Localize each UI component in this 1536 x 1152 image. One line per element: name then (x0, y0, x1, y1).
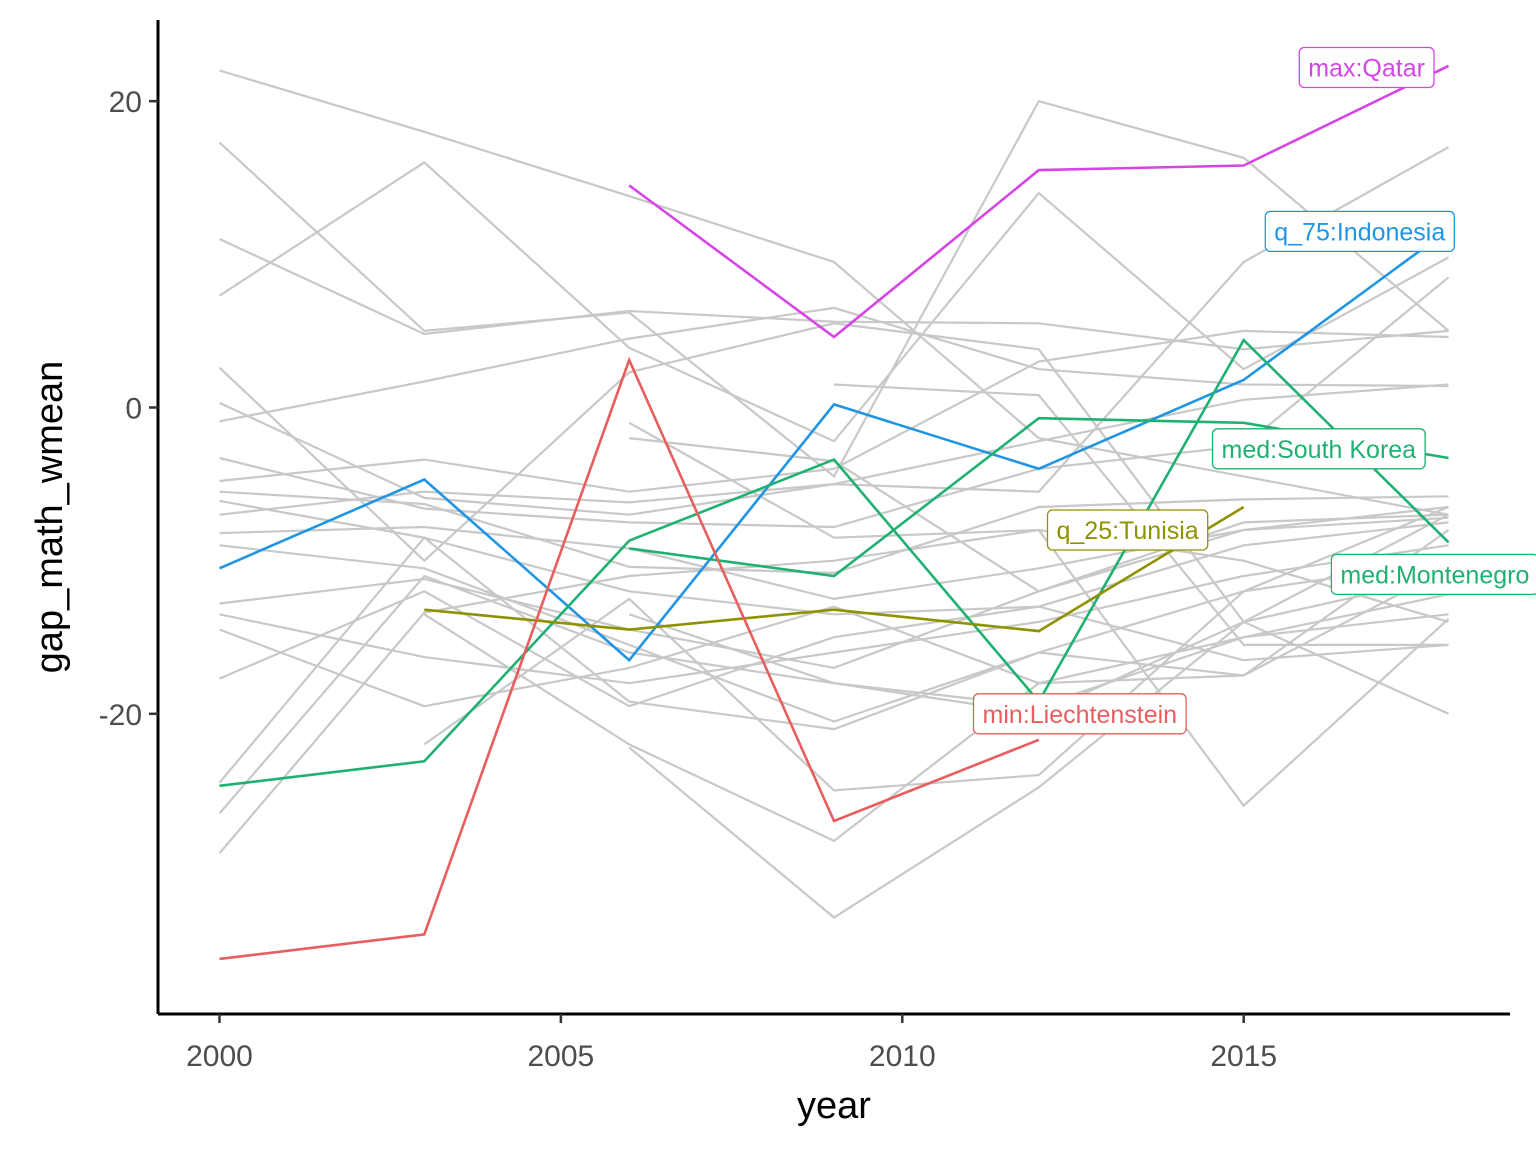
background-series-line-3 (219, 238, 1449, 351)
series-line-min-liechtenstein (219, 356, 1040, 961)
highlighted-series-group (218, 64, 1450, 961)
series-label-box (972, 693, 1187, 735)
series-line-med-montenegro (219, 337, 1450, 788)
series-label-box (1298, 46, 1435, 89)
background-series-line-26 (629, 437, 1449, 593)
background-series-line-9 (219, 329, 1449, 493)
x-tick-label: 2000 (186, 1040, 253, 1073)
background-series-group (218, 69, 1450, 919)
y-ticks: -20 0 20 (99, 86, 158, 732)
background-series-line-21 (218, 528, 1449, 854)
x-tick-label: 2015 (1210, 1040, 1277, 1073)
background-series-line-24 (628, 620, 1449, 919)
series-label-box (1330, 553, 1536, 596)
background-series-line-7 (219, 306, 1449, 423)
background-series-line-18 (219, 590, 1449, 708)
series-label-box (1046, 509, 1209, 551)
series-label-min-liechtenstein: min:Liechtenstein (972, 693, 1187, 735)
series-label-text: q_75:Indonesia (1274, 218, 1445, 246)
series-label-box (1264, 210, 1455, 253)
background-series-line-16 (219, 544, 1449, 685)
y-tick-label: 0 (125, 392, 142, 425)
background-series-line-23 (423, 567, 1450, 843)
background-series-line-10 (219, 490, 1449, 575)
series-label-text: med:Montenegro (1340, 561, 1529, 589)
x-ticks: 2000 2005 2010 2015 (186, 1014, 1277, 1073)
series-label-q-25-tunisia: q_25:Tunisia (1046, 509, 1209, 551)
series-line-max-qatar (628, 64, 1450, 339)
series-label-group: max:Qatar q_75:Indonesia med:South Korea q_… (972, 46, 1536, 735)
x-tick-label: 2005 (527, 1040, 594, 1073)
background-series-line-1 (219, 69, 1449, 516)
y-axis-title: gap_math_wmean (29, 361, 71, 674)
series-line-q-25-tunisia (424, 505, 1245, 633)
series-label-text: max:Qatar (1308, 54, 1425, 82)
background-series-line-12 (219, 383, 1449, 516)
series-label-text: min:Liechtenstein (983, 701, 1178, 729)
x-axis-title: year (797, 1085, 871, 1127)
background-series-line-25 (628, 421, 1450, 808)
background-series-line-2 (218, 99, 1450, 479)
axes-group: 2000 2005 2010 2015 -20 0 20 (99, 20, 1510, 1073)
series-label-box (1211, 428, 1426, 470)
background-series-line-15 (219, 513, 1449, 670)
x-tick-label: 2010 (869, 1040, 936, 1073)
series-label-text: med:South Korea (1222, 436, 1417, 464)
series-line-q-75-indonesia (218, 228, 1450, 663)
series-label-med-montenegro: med:Montenegro (1330, 553, 1536, 596)
series-label-q-75-indonesia: q_75:Indonesia (1264, 210, 1455, 253)
y-tick-label: -20 (99, 699, 142, 732)
series-label-text: q_25:Tunisia (1056, 517, 1198, 545)
y-tick-label: 20 (109, 86, 142, 119)
background-series-line-22 (423, 505, 1449, 792)
series-label-max-qatar: max:Qatar (1298, 46, 1435, 89)
series-label-med-south-korea: med:South Korea (1211, 428, 1426, 470)
background-series-line-4 (218, 161, 1450, 443)
